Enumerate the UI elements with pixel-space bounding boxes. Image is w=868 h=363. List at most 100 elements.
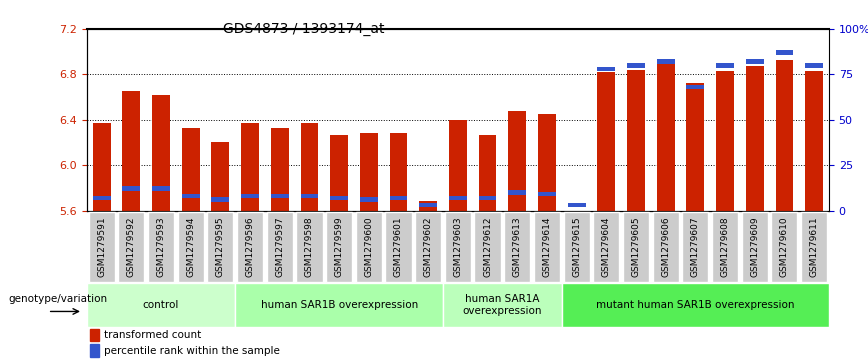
- FancyBboxPatch shape: [801, 212, 827, 282]
- FancyBboxPatch shape: [682, 212, 708, 282]
- Text: percentile rank within the sample: percentile rank within the sample: [104, 346, 280, 355]
- Text: mutant human SAR1B overexpression: mutant human SAR1B overexpression: [596, 300, 794, 310]
- Text: GSM1279596: GSM1279596: [246, 216, 254, 277]
- Text: GSM1279598: GSM1279598: [305, 216, 314, 277]
- Bar: [538, 114, 556, 211]
- Bar: [122, 187, 141, 191]
- Text: GSM1279615: GSM1279615: [572, 216, 581, 277]
- Bar: [241, 194, 259, 198]
- Bar: [90, 329, 99, 341]
- FancyBboxPatch shape: [593, 212, 620, 282]
- Bar: [806, 71, 823, 211]
- Bar: [657, 60, 674, 64]
- FancyBboxPatch shape: [534, 212, 560, 282]
- Text: GSM1279613: GSM1279613: [513, 216, 522, 277]
- Bar: [390, 133, 407, 211]
- Text: GSM1279604: GSM1279604: [602, 216, 611, 277]
- FancyBboxPatch shape: [148, 212, 174, 282]
- Bar: [212, 197, 229, 202]
- Text: GSM1279601: GSM1279601: [394, 216, 403, 277]
- Text: GSM1279599: GSM1279599: [335, 216, 344, 277]
- Bar: [271, 194, 289, 198]
- FancyBboxPatch shape: [207, 212, 233, 282]
- FancyBboxPatch shape: [712, 212, 738, 282]
- Text: GSM1279591: GSM1279591: [97, 216, 106, 277]
- Text: human SAR1A
overexpression: human SAR1A overexpression: [463, 294, 542, 316]
- Bar: [687, 83, 704, 211]
- Bar: [330, 196, 348, 200]
- Bar: [152, 95, 170, 211]
- Bar: [568, 211, 586, 214]
- Bar: [775, 60, 793, 211]
- Bar: [775, 50, 793, 55]
- Text: GSM1279602: GSM1279602: [424, 216, 432, 277]
- Bar: [746, 66, 764, 211]
- Bar: [746, 60, 764, 64]
- Text: GSM1279592: GSM1279592: [127, 216, 135, 277]
- FancyBboxPatch shape: [741, 212, 768, 282]
- FancyBboxPatch shape: [87, 283, 235, 327]
- Bar: [716, 63, 734, 68]
- Text: GSM1279607: GSM1279607: [691, 216, 700, 277]
- Bar: [597, 72, 615, 211]
- FancyBboxPatch shape: [415, 212, 441, 282]
- FancyBboxPatch shape: [623, 212, 649, 282]
- Bar: [152, 187, 170, 191]
- Bar: [390, 196, 407, 200]
- FancyBboxPatch shape: [475, 212, 501, 282]
- Bar: [181, 194, 200, 198]
- Bar: [90, 344, 99, 357]
- Bar: [449, 120, 467, 211]
- FancyBboxPatch shape: [653, 212, 679, 282]
- Bar: [538, 192, 556, 196]
- FancyBboxPatch shape: [563, 212, 589, 282]
- Bar: [597, 67, 615, 71]
- FancyBboxPatch shape: [237, 212, 263, 282]
- Text: GSM1279603: GSM1279603: [453, 216, 463, 277]
- FancyBboxPatch shape: [266, 212, 293, 282]
- Text: GSM1279605: GSM1279605: [632, 216, 641, 277]
- Text: GSM1279608: GSM1279608: [720, 216, 729, 277]
- Bar: [93, 123, 110, 211]
- Bar: [627, 63, 645, 68]
- Bar: [360, 133, 378, 211]
- FancyBboxPatch shape: [296, 212, 323, 282]
- FancyBboxPatch shape: [772, 212, 798, 282]
- FancyBboxPatch shape: [178, 212, 204, 282]
- Bar: [568, 203, 586, 207]
- Bar: [509, 190, 526, 195]
- Text: control: control: [143, 300, 179, 310]
- Text: GSM1279597: GSM1279597: [275, 216, 284, 277]
- Bar: [419, 203, 437, 207]
- Text: GDS4873 / 1393174_at: GDS4873 / 1393174_at: [223, 22, 385, 36]
- FancyBboxPatch shape: [562, 283, 829, 327]
- Bar: [806, 63, 823, 68]
- FancyBboxPatch shape: [443, 283, 562, 327]
- Text: GSM1279593: GSM1279593: [156, 216, 166, 277]
- Bar: [212, 142, 229, 211]
- Bar: [657, 63, 674, 211]
- Bar: [360, 197, 378, 202]
- Bar: [330, 135, 348, 211]
- Text: GSM1279611: GSM1279611: [810, 216, 819, 277]
- Bar: [509, 111, 526, 211]
- Bar: [716, 71, 734, 211]
- Bar: [478, 196, 496, 200]
- FancyBboxPatch shape: [356, 212, 382, 282]
- Bar: [271, 128, 289, 211]
- Bar: [627, 70, 645, 211]
- Bar: [478, 135, 496, 211]
- FancyBboxPatch shape: [89, 212, 115, 282]
- FancyBboxPatch shape: [444, 212, 471, 282]
- Text: transformed count: transformed count: [104, 330, 201, 340]
- FancyBboxPatch shape: [385, 212, 411, 282]
- Bar: [687, 85, 704, 89]
- Text: genotype/variation: genotype/variation: [9, 294, 108, 305]
- Text: GSM1279600: GSM1279600: [365, 216, 373, 277]
- Text: GSM1279614: GSM1279614: [542, 216, 551, 277]
- FancyBboxPatch shape: [235, 283, 443, 327]
- Text: human SAR1B overexpression: human SAR1B overexpression: [260, 300, 418, 310]
- Text: GSM1279609: GSM1279609: [750, 216, 760, 277]
- Text: GSM1279606: GSM1279606: [661, 216, 670, 277]
- Text: GSM1279595: GSM1279595: [216, 216, 225, 277]
